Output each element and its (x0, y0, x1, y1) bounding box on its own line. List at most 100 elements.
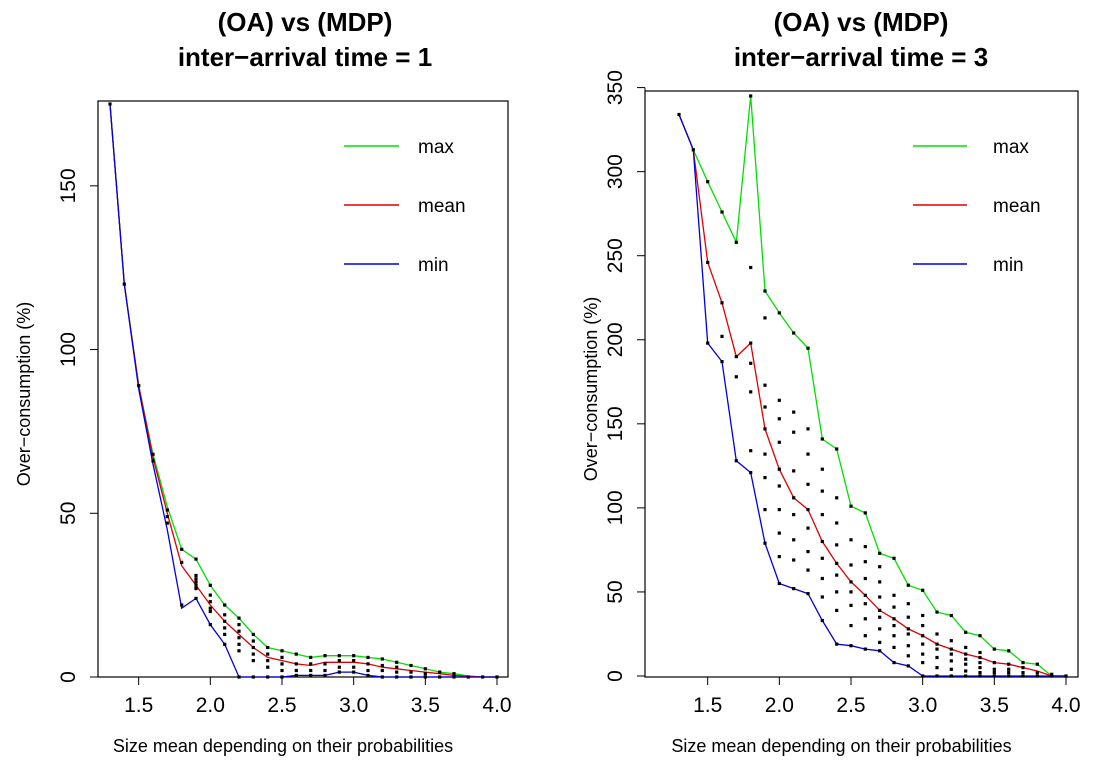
scatter-point (820, 513, 824, 517)
scatter-point (223, 626, 227, 630)
scatter-point (921, 624, 925, 628)
scatter-point (835, 561, 839, 565)
scatter-point (452, 672, 456, 676)
scatter-point (194, 580, 198, 584)
scatter-point (337, 670, 341, 674)
scatter-point (237, 649, 241, 653)
scatter-point (749, 449, 753, 453)
scatter-point (165, 508, 169, 512)
y-tick-label: 200 (604, 322, 627, 357)
scatter-point (849, 504, 853, 508)
scatter-point (208, 606, 212, 610)
scatter-point (251, 675, 255, 679)
scatter-point (878, 551, 882, 555)
scatter-point (266, 675, 270, 679)
scatter-point (409, 675, 413, 679)
x-tick-label: 2.5 (836, 694, 865, 717)
scatter-point (749, 471, 753, 475)
scatter-point (495, 675, 499, 679)
scatter-point (935, 655, 939, 660)
scatter-point (878, 580, 882, 584)
scatter-point (806, 346, 810, 350)
scatter-point (266, 652, 270, 656)
scatter-point (777, 467, 781, 471)
scatter-point (849, 563, 853, 567)
scatter-point (863, 560, 867, 564)
scatter-point (763, 452, 767, 456)
scatter-point (777, 531, 781, 535)
scatter-point (223, 613, 227, 617)
scatter-point (878, 565, 882, 569)
scatter-point (935, 666, 939, 670)
legend-label-mean: mean (993, 196, 1041, 217)
scatter-point (251, 659, 255, 663)
scatter-point (323, 673, 327, 677)
scatter-point (720, 301, 724, 305)
scatter-point (849, 603, 853, 607)
scatter-point (863, 602, 867, 606)
scatter-point (964, 645, 968, 649)
x-tick-label: 2.0 (196, 694, 225, 717)
scatter-point (921, 613, 925, 618)
scatter-point (423, 675, 427, 679)
scatter-point (763, 508, 767, 512)
scatter-point (878, 615, 882, 619)
x-axis: 1.5 2.0 2.5 3.0 3.5 4.0 (693, 676, 1081, 717)
scatter-point (806, 592, 810, 596)
scatter-point (1021, 671, 1025, 675)
scatter-point (706, 260, 710, 264)
scatter-point (906, 602, 910, 606)
scatter-point (878, 595, 882, 599)
scatter-point (380, 675, 384, 679)
scatter-point (835, 543, 839, 547)
scatter-point (266, 659, 270, 663)
scatter-point (749, 361, 753, 365)
scatter-point (863, 511, 867, 515)
series-line-max (109, 103, 497, 678)
scatter-point (237, 623, 241, 627)
y-tick-label: 100 (604, 490, 627, 525)
scatter-point (921, 588, 925, 592)
scatter-point (352, 670, 356, 674)
scatter-point (978, 661, 982, 665)
scatter-point (223, 632, 227, 636)
scatter-point (309, 662, 313, 666)
scatter-point (251, 632, 255, 636)
legend-label-max: max (993, 137, 1029, 158)
series-line-min (109, 103, 497, 678)
scatter-point (1007, 649, 1011, 653)
scatter-point (964, 662, 968, 666)
scatter-point (921, 674, 925, 678)
scatter-point (223, 619, 227, 623)
scatter-point (720, 334, 724, 338)
scatter-point (194, 583, 198, 587)
scatter-point (208, 583, 212, 587)
scatter-point (266, 645, 270, 650)
scatter-point (395, 670, 399, 674)
scatter-point (935, 642, 939, 646)
scatter-point (978, 674, 982, 678)
y-tick-label: 300 (604, 154, 627, 189)
scatter-point (438, 670, 442, 674)
x-axis-label: Size mean depending on their probabiliti… (113, 736, 453, 756)
scatter-point (964, 669, 968, 673)
scatter-point (763, 289, 767, 293)
scatter-point (208, 609, 212, 614)
scatter-point (280, 655, 284, 659)
chart-title-line-1: (OA) vs (MDP) (774, 7, 949, 37)
scatter-point (792, 538, 796, 542)
scatter-point (352, 665, 356, 669)
scatter-point (863, 634, 867, 638)
scatter-point (309, 673, 313, 677)
series-line-mean (109, 103, 497, 678)
scatter-point (108, 102, 112, 106)
scatter-point (806, 550, 810, 554)
scatter-point (395, 660, 399, 664)
scatter-point (1021, 674, 1025, 678)
scatter-point (892, 634, 896, 638)
scatter-point (949, 674, 953, 678)
scatter-point (151, 459, 155, 463)
scatter-point (194, 557, 198, 561)
scatter-point (835, 447, 839, 451)
scatter-point (337, 665, 341, 669)
